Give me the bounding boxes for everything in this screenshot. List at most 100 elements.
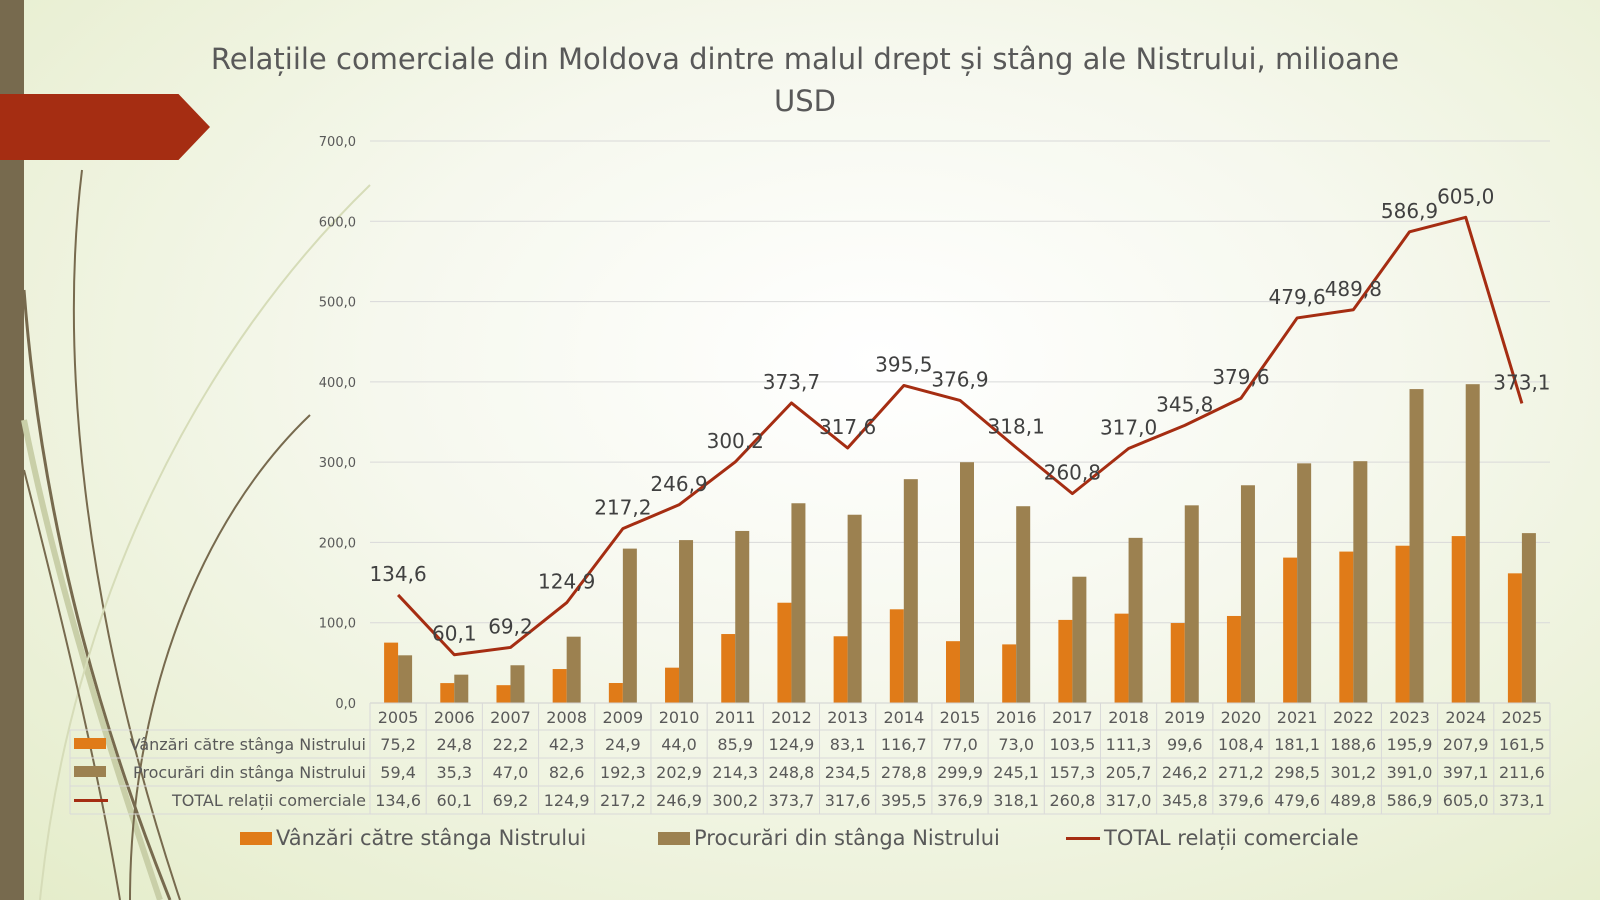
table-cell: 345,8	[1162, 791, 1208, 810]
data-label-total: 69,2	[488, 614, 533, 638]
table-cell: 22,2	[493, 735, 529, 754]
bar-sales	[1339, 551, 1354, 703]
bar-sales	[1114, 613, 1129, 703]
table-cell: 395,5	[881, 791, 927, 810]
table-cell: 317,0	[1106, 791, 1152, 810]
data-label-total: 300,2	[707, 429, 764, 453]
table-cell: 69,2	[493, 791, 529, 810]
x-category-label: 2018	[1108, 708, 1149, 727]
bar-sales	[721, 634, 736, 703]
legend-swatch-sales	[240, 831, 272, 845]
bar-sales	[1395, 545, 1410, 703]
bar-purchases	[398, 655, 413, 703]
y-tick-label: 0,0	[335, 697, 356, 712]
bar-sales	[608, 683, 623, 703]
bar-purchases	[1240, 485, 1255, 703]
table-cell: 60,1	[436, 791, 472, 810]
x-category-label: 2020	[1221, 708, 1262, 727]
bar-sales	[1002, 644, 1017, 703]
bar-purchases	[960, 462, 974, 703]
bar-sales	[1283, 557, 1298, 703]
bar-sales	[833, 636, 848, 703]
table-row-label: Procurări din stânga Nistrului	[133, 763, 366, 782]
bar-sales	[946, 641, 960, 703]
x-category-label: 2007	[490, 708, 531, 727]
table-cell: 124,9	[769, 735, 815, 754]
data-label-total: 317,0	[1100, 415, 1157, 439]
x-category-label: 2016	[996, 708, 1037, 727]
table-cell: 103,5	[1049, 735, 1095, 754]
y-tick-label: 400,0	[319, 376, 356, 391]
data-label-total: 489,8	[1325, 277, 1382, 301]
data-label-total: 586,9	[1381, 199, 1438, 223]
data-label-total: 376,9	[931, 367, 988, 391]
y-tick-label: 300,0	[319, 456, 356, 471]
data-label-total: 260,8	[1044, 461, 1101, 485]
table-cell: 205,7	[1106, 763, 1152, 782]
x-category-label: 2025	[1502, 708, 1543, 727]
bar-sales	[496, 685, 511, 703]
data-label-total: 134,6	[369, 562, 426, 586]
table-cell: 192,3	[600, 763, 646, 782]
table-cell: 124,9	[544, 791, 590, 810]
data-label-total: 317,6	[819, 415, 876, 439]
bar-purchases	[903, 479, 918, 703]
table-cell: 188,6	[1330, 735, 1376, 754]
table-cell: 260,8	[1049, 791, 1095, 810]
bar-purchases	[1297, 463, 1312, 703]
x-category-label: 2009	[602, 708, 643, 727]
table-cell: 207,9	[1443, 735, 1489, 754]
data-label-total: 373,7	[763, 370, 820, 394]
decorative-curves	[21, 169, 371, 900]
y-tick-label: 700,0	[319, 135, 356, 150]
table-cell: 195,9	[1387, 735, 1433, 754]
table-cell: 245,1	[993, 763, 1039, 782]
x-category-label: 2015	[940, 708, 981, 727]
legend-label-sales: Vânzări către stânga Nistrului	[276, 826, 587, 850]
bar-purchases	[1128, 537, 1143, 703]
table-cell: 42,3	[549, 735, 585, 754]
table-cell: 85,9	[717, 735, 753, 754]
x-category-label: 2012	[771, 708, 812, 727]
bar-purchases	[1072, 576, 1087, 703]
bar-sales	[384, 642, 399, 703]
data-label-total: 395,5	[875, 352, 932, 376]
table-cell: 301,2	[1330, 763, 1376, 782]
x-category-label: 2021	[1277, 708, 1318, 727]
bar-purchases	[566, 636, 581, 703]
table-cell: 317,6	[825, 791, 871, 810]
data-label-total: 345,8	[1156, 392, 1213, 416]
bar-purchases	[1184, 505, 1199, 703]
table-cell: 211,6	[1499, 763, 1545, 782]
table-row-label: Vânzări către stânga Nistrului	[130, 735, 366, 754]
table-cell: 73,0	[998, 735, 1034, 754]
table-cell: 318,1	[993, 791, 1039, 810]
y-tick-label: 600,0	[319, 215, 356, 230]
table-cell: 373,1	[1499, 791, 1545, 810]
bar-purchases	[622, 548, 637, 703]
table-cell: 77,0	[942, 735, 978, 754]
y-tick-label: 100,0	[319, 617, 356, 632]
table-cell: 24,9	[605, 735, 641, 754]
bar-purchases	[1521, 533, 1536, 703]
table-cell: 376,9	[937, 791, 983, 810]
table-cell: 379,6	[1218, 791, 1264, 810]
table-legend-swatch	[74, 738, 106, 749]
x-category-label: 2014	[883, 708, 924, 727]
table-cell: 161,5	[1499, 735, 1545, 754]
table-cell: 99,6	[1167, 735, 1203, 754]
bar-purchases	[1353, 461, 1368, 703]
legend-label-total: TOTAL relații comerciale	[1104, 826, 1359, 850]
data-label-total: 605,0	[1437, 184, 1494, 208]
data-label-total: 124,9	[538, 570, 595, 594]
table-cell: 605,0	[1443, 791, 1489, 810]
table-legend-swatch	[74, 766, 106, 777]
legend-swatch-purchases	[658, 831, 690, 845]
bar-sales	[1058, 619, 1073, 703]
table-cell: 217,2	[600, 791, 646, 810]
x-category-label: 2006	[434, 708, 475, 727]
x-category-label: 2022	[1333, 708, 1374, 727]
table-cell: 35,3	[436, 763, 472, 782]
table-cell: 134,6	[375, 791, 421, 810]
x-category-label: 2008	[546, 708, 587, 727]
